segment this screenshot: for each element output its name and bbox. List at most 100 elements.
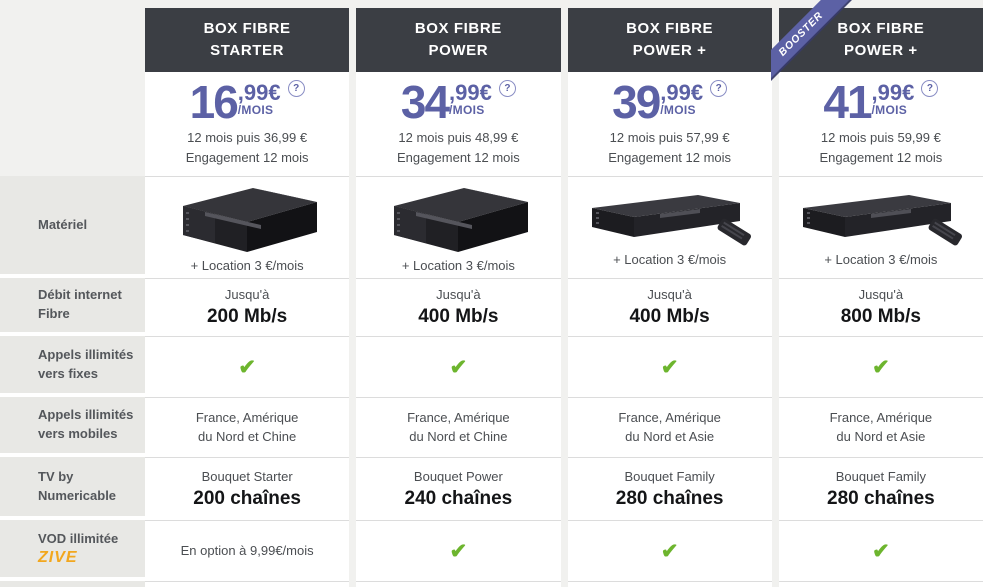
mobiles-zones: France, Amérique du Nord et Asie	[618, 409, 721, 444]
cell-appels-mobiles: France, Amérique du Nord et Asie	[567, 397, 772, 457]
mobiles-zones: France, Amérique du Nord et Chine	[195, 409, 299, 444]
row-label-text: Appels illimités vers fixes	[38, 346, 134, 381]
help-icon[interactable]: ?	[921, 80, 939, 97]
row-label-text: Matériel	[38, 216, 88, 232]
cell-materiel: + Location 3 €/mois	[356, 176, 561, 278]
location-price: + Location 3 €/mois	[613, 252, 727, 267]
tv-channels: 280 chaînes	[827, 487, 935, 509]
plan-title: BOX FIBRE POWER	[356, 8, 561, 72]
cell-partial	[778, 581, 983, 587]
price-integer: 41	[823, 76, 872, 128]
plan-column-starter: BOX FIBRE STARTER 16 ,99€ /MOIS ? 12 moi…	[145, 0, 350, 587]
price-after-promo: 12 mois puis 59,99 €	[820, 130, 941, 145]
plan-title: BOX FIBRE STARTER	[145, 8, 350, 72]
cell-tv: Bouquet Starter 200 chaînes	[145, 457, 350, 520]
cell-appels-mobiles: France, Amérique du Nord et Asie	[778, 397, 983, 457]
settop-box-image	[165, 182, 329, 254]
row-label-text: VOD illimitée	[38, 530, 119, 546]
cell-vod: ✔	[778, 520, 983, 581]
plan-title: BOX FIBRE POWER +	[567, 8, 772, 72]
price-block: 34 ,99€ /MOIS ? 12 mois puis 48,99 € Eng…	[356, 72, 561, 176]
debit-prefix: Jusqu'à	[858, 287, 904, 303]
cell-materiel: + Location 3 €/mois	[778, 176, 983, 278]
help-icon[interactable]: ?	[498, 80, 516, 97]
row-label-materiel: Matériel	[0, 176, 145, 278]
location-price: + Location 3 €/mois	[824, 252, 938, 267]
price-after-promo: 12 mois puis 36,99 €	[187, 130, 308, 145]
cell-vod: ✔	[567, 520, 772, 581]
price-period: /MOIS	[237, 103, 274, 117]
cell-debit: Jusqu'à 400 Mb/s	[356, 278, 561, 336]
cell-vod: En option à 9,99€/mois	[145, 520, 350, 581]
tv-bouquet: Bouquet Family	[835, 468, 927, 484]
plan-column-power-plus-booster: BOOSTER BOX FIBRE POWER + 41 ,99€ /MOIS …	[770, 0, 983, 587]
cell-debit: Jusqu'à 200 Mb/s	[145, 278, 350, 336]
commitment: Engagement 12 mois	[819, 149, 943, 165]
cell-debit: Jusqu'à 800 Mb/s	[778, 278, 983, 336]
price-decimal: ,99€	[237, 80, 281, 105]
check-icon: ✔	[872, 355, 890, 379]
row-label-text: TV by Numericable	[38, 468, 117, 503]
price-integer: 39	[612, 76, 661, 128]
price-after-promo: 12 mois puis 57,99 €	[609, 130, 730, 145]
help-icon[interactable]: ?	[710, 80, 728, 97]
plan-title: BOX FIBRE POWER +	[778, 8, 983, 72]
tv-bouquet: Bouquet Power	[413, 468, 503, 484]
debit-value: 800 Mb/s	[840, 306, 921, 328]
tv-channels: 200 chaînes	[193, 487, 301, 509]
settop-box-remote-image	[793, 188, 969, 248]
mobiles-zones: France, Amérique du Nord et Asie	[829, 409, 933, 444]
price-period: /MOIS	[660, 103, 696, 117]
cell-tv: Bouquet Family 280 chaînes	[567, 457, 772, 520]
cell-appels-fixes: ✔	[356, 336, 561, 397]
plan-column-power: BOX FIBRE POWER 34 ,99€ /MOIS ? 12 mois …	[356, 0, 561, 587]
cell-appels-mobiles: France, Amérique du Nord et Chine	[145, 397, 350, 457]
mobiles-zones: France, Amérique du Nord et Chine	[407, 409, 510, 444]
commitment: Engagement 12 mois	[396, 149, 520, 165]
cell-materiel: + Location 3 €/mois	[567, 176, 772, 278]
price-block: 39 ,99€ /MOIS ? 12 mois puis 57,99 € Eng…	[567, 72, 772, 176]
row-label-appels-mobiles: Appels illimités vers mobiles	[0, 397, 145, 457]
debit-value: 200 Mb/s	[206, 306, 288, 328]
price-after-promo: 12 mois puis 48,99 €	[398, 130, 519, 145]
price-period: /MOIS	[449, 103, 485, 117]
price-decimal: ,99€	[449, 80, 492, 105]
tv-channels: 240 chaînes	[404, 487, 513, 509]
location-price: + Location 3 €/mois	[401, 258, 515, 273]
row-label-debit: Débit internet Fibre	[0, 278, 145, 336]
cell-appels-fixes: ✔	[145, 336, 350, 397]
debit-prefix: Jusqu'à	[647, 287, 692, 303]
cell-vod: ✔	[356, 520, 561, 581]
price-integer: 16	[189, 76, 239, 128]
help-icon[interactable]: ?	[287, 80, 305, 97]
debit-prefix: Jusqu'à	[436, 287, 481, 303]
cell-partial	[356, 581, 561, 587]
row-label-appels-fixes: Appels illimités vers fixes	[0, 336, 145, 397]
settop-box-remote-image	[582, 188, 758, 248]
cell-appels-fixes: ✔	[778, 336, 983, 397]
cell-tv: Bouquet Power 240 chaînes	[356, 457, 561, 520]
check-icon: ✔	[449, 539, 468, 563]
row-label-text: Débit internet Fibre	[38, 287, 122, 321]
cell-appels-fixes: ✔	[567, 336, 772, 397]
feature-sidebar: Matériel Débit internet Fibre Appels ill…	[0, 0, 145, 587]
cell-partial	[145, 581, 350, 587]
cell-appels-mobiles: France, Amérique du Nord et Chine	[356, 397, 561, 457]
check-icon: ✔	[660, 539, 679, 563]
debit-value: 400 Mb/s	[629, 306, 710, 328]
debit-prefix: Jusqu'à	[224, 287, 270, 303]
row-label-tv: TV by Numericable	[0, 457, 145, 520]
cell-debit: Jusqu'à 400 Mb/s	[567, 278, 772, 336]
row-label-partial	[0, 581, 145, 587]
plan-column-power-plus: BOX FIBRE POWER + 39 ,99€ /MOIS ? 12 moi…	[567, 0, 772, 587]
commitment: Engagement 12 mois	[608, 149, 732, 165]
price-decimal: ,99€	[871, 80, 915, 105]
price-integer: 34	[400, 76, 450, 128]
settop-box-image	[376, 182, 540, 254]
tv-channels: 280 chaînes	[615, 487, 724, 509]
price-block: 16 ,99€ /MOIS ? 12 mois puis 36,99 € Eng…	[145, 72, 350, 176]
tv-bouquet: Bouquet Family	[624, 468, 715, 484]
location-price: + Location 3 €/mois	[190, 258, 304, 273]
check-icon: ✔	[872, 539, 890, 563]
cell-materiel: + Location 3 €/mois	[145, 176, 350, 278]
